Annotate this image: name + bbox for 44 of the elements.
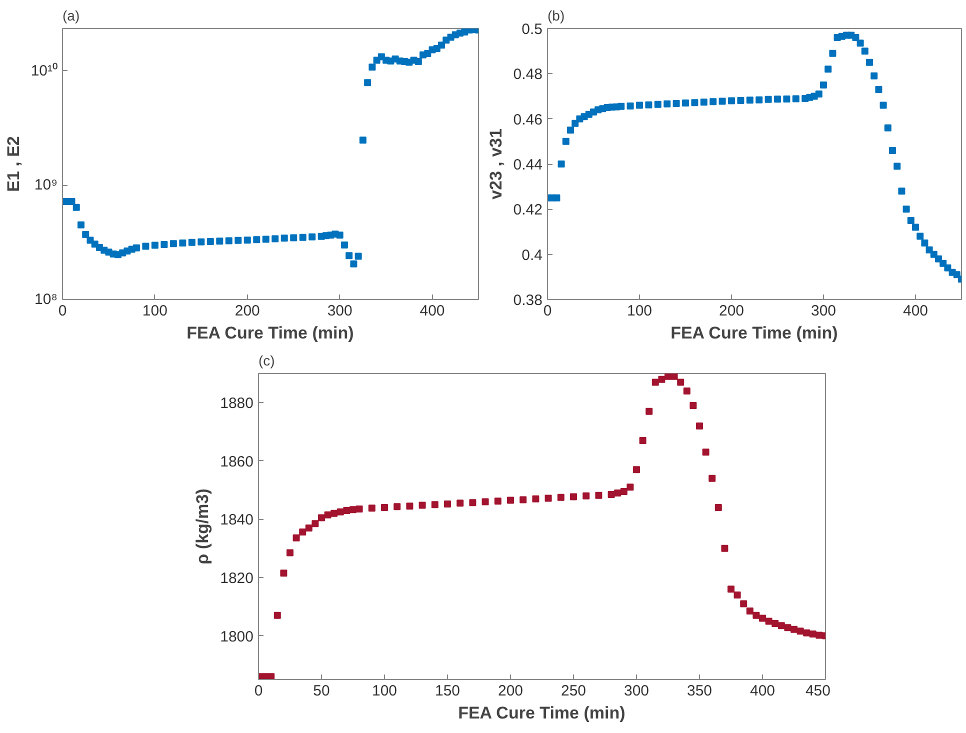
x-tick-label: 350 bbox=[686, 682, 712, 700]
y-tick-label: 10⁸ bbox=[34, 291, 58, 308]
chart-title: (a) bbox=[62, 8, 80, 24]
x-axis-title: FEA Cure Time (min) bbox=[186, 324, 354, 342]
x-tick-label: 100 bbox=[626, 302, 652, 320]
x-tick-label: 300 bbox=[327, 302, 352, 320]
y-tick-label: 0.5 bbox=[522, 21, 543, 38]
y-tick-label: 0.42 bbox=[513, 202, 543, 219]
x-tick-label: 300 bbox=[624, 682, 650, 700]
x-tick-label: 100 bbox=[142, 302, 168, 320]
x-tick-label: 0 bbox=[543, 302, 552, 320]
x-tick-label: 400 bbox=[902, 302, 928, 320]
chart-title: (b) bbox=[548, 8, 565, 24]
y-tick-label: 1880 bbox=[220, 395, 254, 412]
x-tick-label: 0 bbox=[58, 302, 67, 320]
x-tick-label: 100 bbox=[372, 682, 398, 700]
x-tick-label: 200 bbox=[718, 302, 744, 320]
x-tick-label: 0 bbox=[254, 682, 263, 700]
y-tick-label: 1860 bbox=[220, 453, 254, 470]
y-tick-label: 10¹⁰ bbox=[30, 62, 58, 80]
x-tick-label: 50 bbox=[313, 682, 330, 700]
y-tick-label: 1800 bbox=[220, 628, 254, 646]
y-tick-label: 0.38 bbox=[513, 292, 543, 309]
x-tick-label: 200 bbox=[498, 682, 524, 700]
x-axis-title: FEA Cure Time (min) bbox=[670, 324, 838, 342]
y-axis-title: v23 , v31 bbox=[486, 128, 506, 200]
y-tick-label: 1840 bbox=[220, 512, 254, 529]
y-tick-label: 0.44 bbox=[513, 156, 543, 174]
y-tick-label: 0.46 bbox=[513, 111, 543, 128]
y-tick-label: 1820 bbox=[220, 570, 254, 587]
y-tick-label: 0.4 bbox=[522, 246, 543, 264]
x-tick-label: 150 bbox=[434, 682, 460, 700]
x-tick-label: 400 bbox=[750, 682, 776, 700]
y-tick-label: 0.48 bbox=[513, 66, 543, 84]
chart-title: (c) bbox=[258, 352, 275, 368]
y-axis-title: ρ (kg/m3) bbox=[193, 488, 212, 564]
x-tick-label: 450 bbox=[805, 682, 831, 700]
x-axis-title: FEA Cure Time (min) bbox=[458, 704, 626, 722]
x-tick-label: 400 bbox=[420, 302, 445, 320]
y-tick-label: 10⁹ bbox=[34, 176, 58, 194]
x-tick-label: 300 bbox=[810, 302, 836, 320]
y-axis-title: E1 , E2 bbox=[4, 136, 23, 192]
x-tick-label: 200 bbox=[234, 302, 260, 320]
x-tick-label: 250 bbox=[560, 682, 586, 700]
